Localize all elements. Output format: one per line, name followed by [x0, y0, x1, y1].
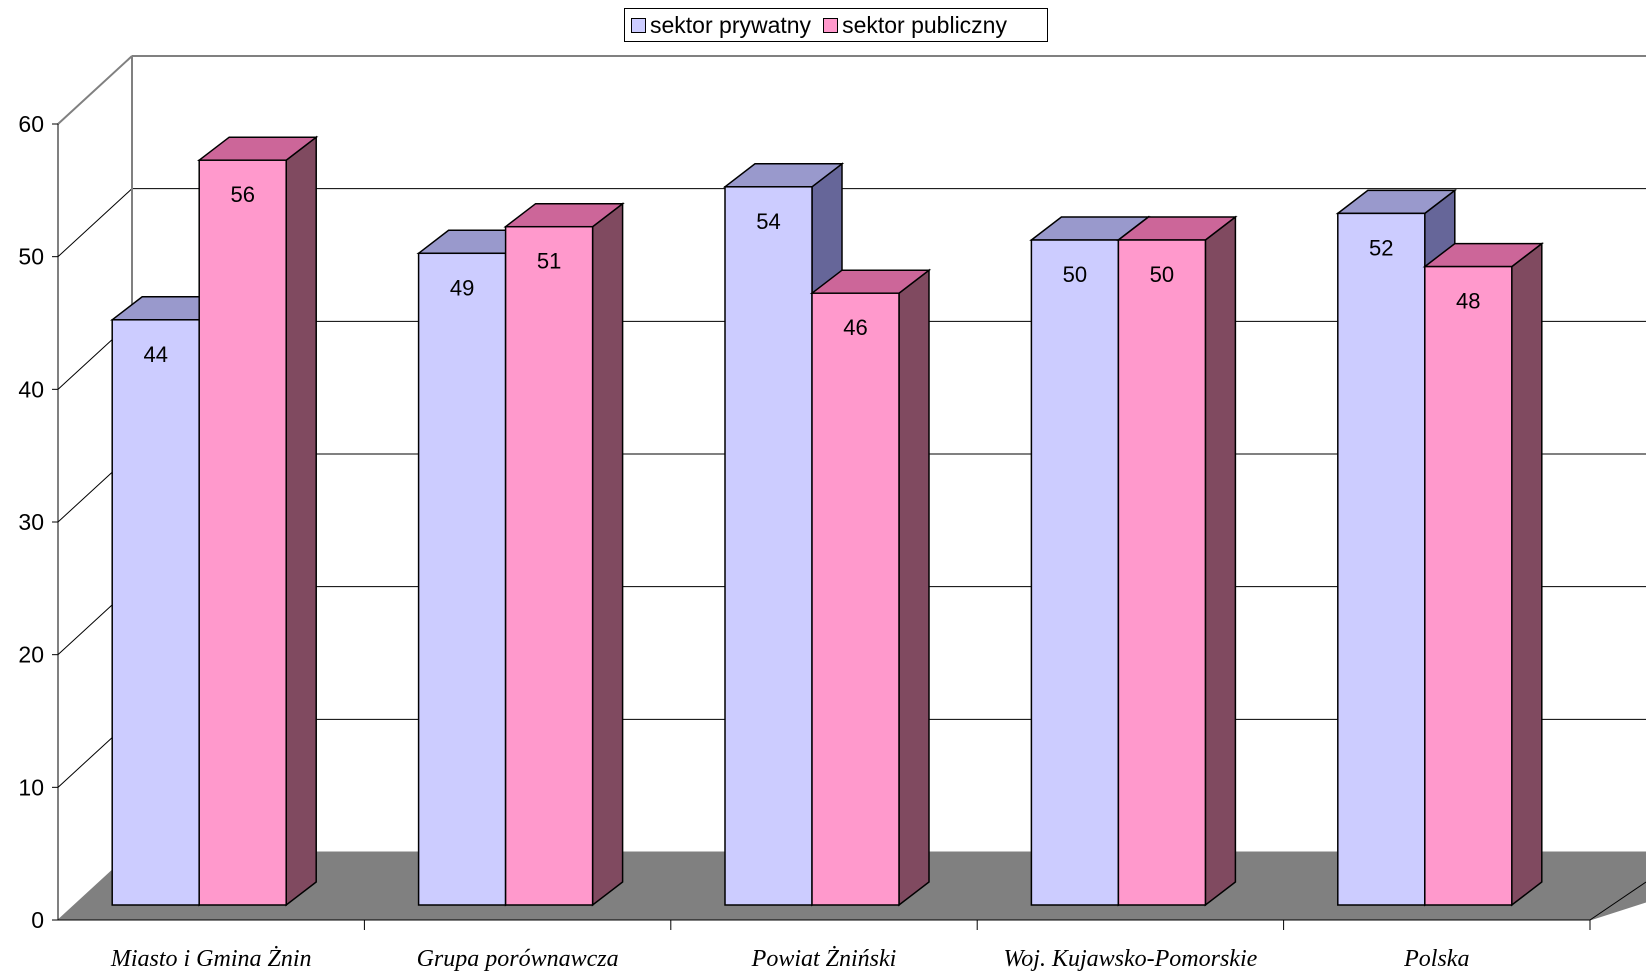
y-tick-label-10: 10 [18, 774, 44, 800]
bar-1-3 [1117, 239, 1207, 906]
data-label-0-2: 54 [756, 209, 780, 234]
side-gridline-50 [57, 188, 133, 258]
bar-side-1-2 [898, 268, 930, 907]
legend-label-sektor-publiczny: sektor publiczny [842, 11, 1007, 38]
bar-0-4 [1337, 212, 1426, 906]
chart-legend: sektor prywatny sektor publiczny [624, 8, 1048, 42]
bar-0-3 [1030, 239, 1120, 906]
y-tick-label-40: 40 [18, 376, 44, 402]
x-category-label-3: Woj. Kujawsko-Pomorskie [1004, 946, 1258, 972]
bar-1-1 [504, 225, 594, 906]
bar-0-2 [724, 186, 813, 906]
side-wall-top [57, 55, 133, 125]
x-category-label-2: Powiat Żniński [751, 946, 897, 972]
legend-swatch-sektor-publiczny [823, 17, 839, 33]
y-tick-label-20: 20 [18, 642, 44, 668]
legend-item-sektor-publiczny: sektor publiczny [823, 12, 1007, 39]
bar-side-1-4 [1511, 242, 1543, 907]
data-label-1-4: 48 [1456, 289, 1480, 314]
bar-side-1-1 [591, 202, 624, 907]
data-label-1-0: 56 [230, 182, 254, 207]
bar-0-1 [417, 252, 507, 906]
x-category-label-4: Polska [1403, 946, 1469, 972]
data-label-1-2: 46 [843, 315, 867, 340]
data-label-1-3: 50 [1150, 262, 1174, 287]
x-category-label-0: Miasto i Gmina Żnin [110, 946, 312, 972]
bar-1-2 [811, 292, 900, 906]
y-tick-label-60: 60 [18, 111, 44, 137]
y-tick-label-30: 30 [18, 509, 44, 535]
data-label-0-3: 50 [1063, 262, 1087, 287]
bar-1-0 [198, 159, 287, 906]
bar-1-4 [1424, 265, 1513, 906]
data-label-0-1: 49 [450, 275, 474, 300]
x-category-label-1: Grupa porównawcza [417, 946, 619, 972]
y-tick-label-0: 0 [31, 907, 44, 933]
data-label-0-4: 52 [1369, 235, 1393, 260]
bar-0-0 [111, 319, 200, 906]
y-tick-label-50: 50 [18, 244, 44, 270]
x-axis-depth-edge [1589, 881, 1646, 921]
legend-item-sektor-prywatny: sektor prywatny [631, 12, 811, 39]
data-label-0-0: 44 [143, 342, 167, 367]
data-label-1-1: 51 [537, 249, 561, 274]
legend-label-sektor-prywatny: sektor prywatny [650, 11, 812, 38]
bar-side-1-0 [285, 135, 317, 907]
bar-side-1-3 [1204, 215, 1237, 907]
legend-swatch-sektor-prywatny [631, 17, 646, 33]
